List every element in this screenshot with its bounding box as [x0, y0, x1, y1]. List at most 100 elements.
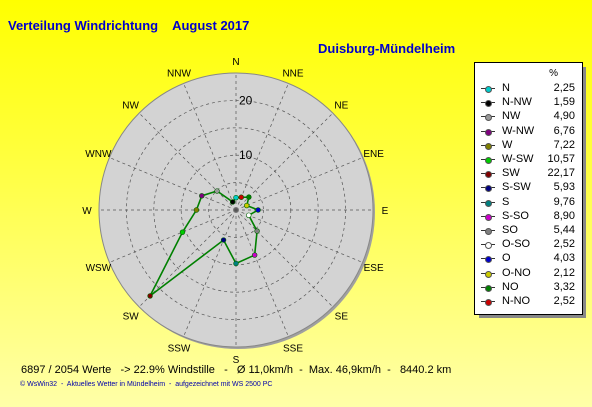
- legend-label: S-SO: [502, 209, 529, 222]
- rose-ring: [208, 182, 264, 238]
- legend-value: 2,25: [553, 82, 575, 94]
- rose-spoke: [235, 209, 289, 337]
- legend-marker: [481, 100, 495, 108]
- legend-value: 22,17: [547, 167, 575, 180]
- legend-row-o-no: O-NO 2,12: [475, 267, 582, 281]
- legend-marker: [481, 284, 495, 292]
- rose-spoke: [183, 83, 237, 211]
- rose-spoke: [235, 209, 363, 263]
- legend-marker: [481, 256, 495, 264]
- legend-marker: [481, 199, 495, 207]
- point-o: [255, 207, 261, 213]
- direction-label-ssw: SSW: [168, 344, 191, 355]
- legend-row-sw: SW 22,17: [475, 167, 582, 181]
- legend-label: S-SW: [502, 181, 531, 194]
- point-s: [233, 260, 239, 267]
- point-w-nw: [199, 193, 205, 199]
- direction-label-n: N: [232, 57, 239, 68]
- point-nw: [214, 188, 220, 194]
- point-o-no: [244, 202, 250, 209]
- point-no: [246, 194, 252, 200]
- direction-label-nne: NNE: [282, 68, 303, 79]
- legend-row-s-so: S-SO 8,90: [475, 210, 582, 224]
- legend-value: 2,52: [553, 295, 575, 307]
- legend-row-n-no: N-NO 2,52: [475, 295, 582, 309]
- legend-row-so: SO 5,44: [475, 224, 582, 238]
- direction-label-sse: SSE: [283, 344, 303, 355]
- rose-spoke: [235, 112, 334, 211]
- legend-row-o: O 4,03: [475, 252, 582, 266]
- direction-label-ese: ESE: [364, 263, 384, 274]
- legend-marker: [481, 242, 495, 250]
- legend-row-no: NO 3,32: [475, 281, 582, 295]
- legend-label: O: [502, 252, 511, 265]
- direction-label-wnw: WNW: [85, 149, 112, 160]
- legend-row-n-nw: N-NW 1,59: [475, 96, 582, 110]
- footer-line: © WsWin32 - Aktuelles Wetter in Mündelhe…: [20, 381, 273, 388]
- legend-row-s: S 9,76: [475, 196, 582, 210]
- station-name: Duisburg-Mündelheim: [318, 41, 456, 56]
- point-n-no: [238, 194, 244, 200]
- rose-spoke: [138, 209, 237, 308]
- legend-marker: [481, 270, 495, 278]
- legend-marker: [481, 157, 495, 164]
- legend-row-s-sw: S-SW 5,93: [475, 181, 582, 195]
- legend-value: 5,93: [553, 181, 575, 194]
- rose-spoke: [109, 209, 237, 263]
- ring-tick-label: 20: [239, 93, 253, 107]
- legend-label: W-SW: [502, 153, 534, 165]
- legend-row-w: W 7,22: [475, 139, 582, 153]
- point-sw: [147, 293, 153, 299]
- direction-label-nnw: NNW: [167, 68, 191, 79]
- rose-spoke: [109, 157, 237, 211]
- legend-label: NW: [502, 110, 521, 123]
- legend-marker: [481, 185, 495, 193]
- legend-value: 1,59: [553, 96, 575, 109]
- legend-unit: %: [549, 68, 558, 79]
- legend-row-w-nw: W-NW 6,76: [475, 125, 582, 139]
- direction-label-ene: ENE: [363, 149, 384, 160]
- legend-label: W-NW: [502, 124, 535, 137]
- legend-value: 2,12: [553, 266, 575, 279]
- rose-spoke: [183, 209, 237, 337]
- point-s-sw: [220, 237, 227, 243]
- direction-label-sw: SW: [123, 311, 140, 322]
- rose-spoke: [138, 112, 237, 211]
- legend-marker: [481, 114, 495, 122]
- legend-value: 9,76: [553, 195, 575, 208]
- rose-spoke: [235, 83, 289, 211]
- point-w: [193, 207, 200, 213]
- direction-label-se: SE: [335, 311, 349, 322]
- legend-row-o-so: O-SO 2,52: [475, 238, 582, 252]
- rose-spoke: [235, 209, 334, 308]
- legend-marker: [481, 142, 495, 150]
- point-o-so: [246, 212, 252, 218]
- direction-label-ne: NE: [334, 101, 348, 112]
- legend-label: N-NO: [502, 295, 531, 307]
- chart-title: Verteilung Windrichtung August 2017: [8, 18, 250, 33]
- legend-value: 5,44: [553, 224, 575, 236]
- stats-line: 6897 / 2054 Werte -> 22.9% Windstille - …: [21, 364, 452, 376]
- direction-label-w: W: [82, 206, 92, 217]
- legend-marker: [481, 228, 495, 235]
- legend-marker: [481, 213, 495, 221]
- legend-marker: [481, 128, 495, 136]
- point-so: [254, 228, 260, 234]
- legend-value: 8,90: [553, 209, 575, 222]
- legend-row-n: N 2,25: [475, 82, 582, 96]
- direction-label-wsw: WSW: [86, 263, 112, 274]
- point-w-sw: [179, 229, 186, 235]
- legend-label: NO: [502, 280, 519, 293]
- legend-value: 6,76: [553, 124, 575, 137]
- legend-label: O-SO: [502, 238, 531, 251]
- legend-value: 2,52: [553, 238, 575, 251]
- legend-value: 3,32: [553, 280, 575, 293]
- legend-marker: [481, 86, 495, 93]
- legend-label: SW: [502, 167, 520, 180]
- legend-value: 4,90: [553, 110, 575, 123]
- point-n: [233, 194, 239, 201]
- rose-ring: [153, 127, 319, 293]
- rose-spoke: [235, 157, 363, 211]
